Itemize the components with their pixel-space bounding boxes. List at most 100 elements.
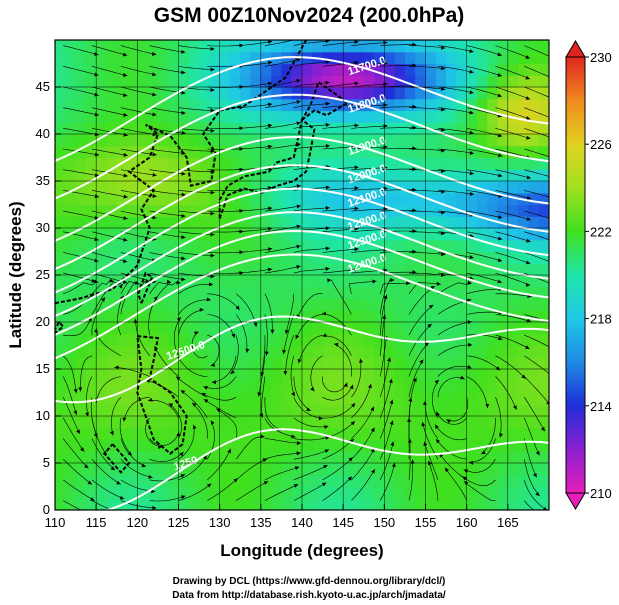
streamline-arrow xyxy=(152,505,157,510)
streamline-arrow xyxy=(495,366,501,371)
streamline xyxy=(149,66,186,74)
heat-cell xyxy=(466,145,478,159)
streamline xyxy=(466,190,503,197)
streamline xyxy=(408,342,430,377)
heat-cell xyxy=(363,474,375,488)
heat-cell xyxy=(415,63,427,76)
heat-cell xyxy=(425,474,437,488)
streamline-arrow xyxy=(434,379,439,385)
heat-cell xyxy=(466,228,478,241)
heat-cell xyxy=(456,486,468,499)
heat-cell xyxy=(137,98,149,112)
heat-cell xyxy=(487,181,499,194)
heat-cell xyxy=(415,157,427,170)
heat-cell xyxy=(322,63,334,76)
heat-cell xyxy=(476,63,488,76)
heat-cell xyxy=(260,51,272,65)
streamline-arrow xyxy=(291,434,296,439)
heat-cell xyxy=(85,40,97,53)
streamline-arrow xyxy=(245,348,250,353)
heat-cell xyxy=(353,404,365,417)
heat-cell xyxy=(168,239,180,253)
heat-cell xyxy=(137,122,149,135)
streamline-arrow xyxy=(260,434,265,439)
streamline-arrow xyxy=(210,232,215,237)
heat-cell xyxy=(188,322,200,335)
heat-cell xyxy=(250,369,262,382)
heat-cell xyxy=(96,322,108,335)
heat-cell xyxy=(250,40,262,53)
heat-cell xyxy=(404,404,416,417)
heat-cell xyxy=(168,474,180,488)
heat-cell xyxy=(157,63,169,76)
heat-cell xyxy=(312,380,324,394)
heat-cell xyxy=(332,263,344,276)
heat-cell xyxy=(518,427,530,441)
heat-cell xyxy=(538,392,549,405)
streamline-arrow xyxy=(123,237,128,242)
heat-cell xyxy=(137,463,149,476)
heat-cell xyxy=(528,40,540,53)
heat-cell xyxy=(518,239,530,253)
heat-cell xyxy=(374,51,385,65)
heat-cell xyxy=(188,333,200,347)
heat-cell xyxy=(332,134,344,147)
heat-cell xyxy=(229,486,241,499)
heat-cell xyxy=(456,98,468,112)
heat-cell xyxy=(363,181,375,194)
heat-cell xyxy=(415,439,427,452)
heat-cell xyxy=(188,228,200,241)
heat-cell xyxy=(456,498,468,510)
streamline-arrow xyxy=(180,495,186,500)
heat-cell xyxy=(188,169,200,182)
streamline xyxy=(351,104,388,108)
heat-cell xyxy=(404,298,416,311)
heat-cell xyxy=(487,357,499,370)
heat-cell xyxy=(538,333,549,347)
heat-cell xyxy=(65,51,77,65)
heat-cell xyxy=(528,134,540,147)
streamline-arrow xyxy=(296,264,301,269)
heat-cell xyxy=(240,134,252,147)
streamline xyxy=(236,103,273,108)
heat-cell xyxy=(302,40,313,53)
heat-cell xyxy=(188,298,200,311)
streamline-arrow xyxy=(152,194,157,198)
heat-cell xyxy=(271,181,283,194)
heat-cell xyxy=(363,498,375,510)
x-tick-label: 140 xyxy=(291,515,313,530)
heat-cell xyxy=(229,239,241,253)
streamline xyxy=(91,210,128,220)
streamline xyxy=(149,190,186,196)
heat-cell xyxy=(374,357,385,370)
heat-cell xyxy=(487,392,499,405)
heat-cell xyxy=(374,110,385,123)
heat-cell xyxy=(65,204,77,217)
heat-cell xyxy=(240,310,252,323)
colorbar-max-arrow xyxy=(565,40,586,58)
heat-cell xyxy=(137,169,149,182)
streamline-arrow xyxy=(526,216,531,221)
heat-cell xyxy=(507,463,519,476)
heat-cell xyxy=(271,498,283,510)
heat-cell xyxy=(312,369,324,382)
heat-cell xyxy=(518,463,530,476)
heat-cell xyxy=(199,263,210,276)
streamline xyxy=(264,143,301,150)
heat-cell xyxy=(209,298,221,311)
heat-cell xyxy=(137,369,149,382)
heat-cell xyxy=(528,239,540,253)
heat-cell xyxy=(446,98,457,112)
heat-cell xyxy=(363,228,375,241)
streamline-arrow xyxy=(535,450,540,456)
heat-cell xyxy=(363,192,375,206)
heat-cell xyxy=(260,192,272,206)
heat-cell xyxy=(518,228,530,241)
streamline xyxy=(298,334,323,364)
heat-cell xyxy=(518,333,530,347)
heat-cell xyxy=(168,204,180,217)
heat-cell xyxy=(75,63,87,76)
streamline-arrow xyxy=(203,455,207,460)
heat-cell xyxy=(260,110,272,123)
heat-cell xyxy=(528,216,540,229)
